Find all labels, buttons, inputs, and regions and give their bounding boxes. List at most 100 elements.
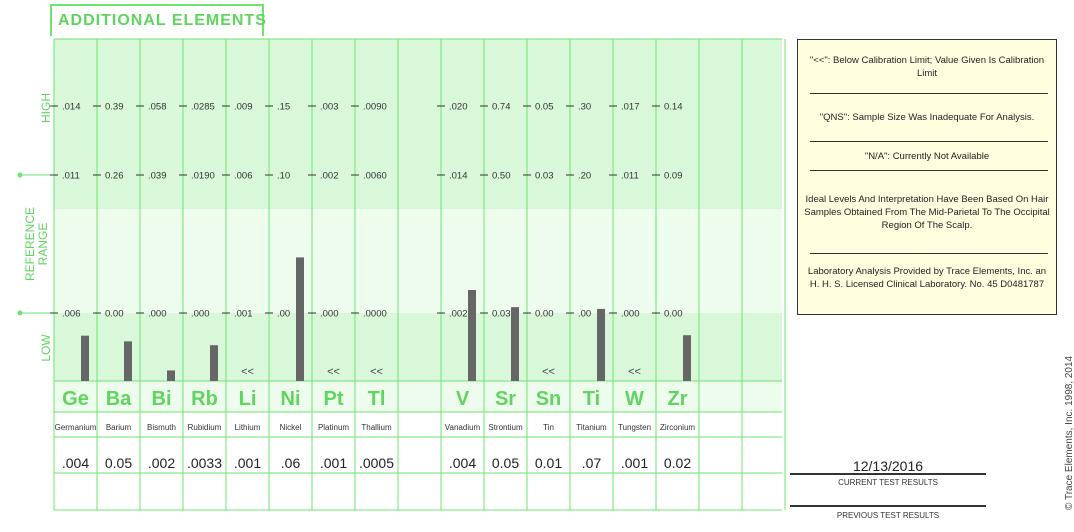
- scale-upper-reference-label: .039: [148, 171, 167, 182]
- scale-upper-reference-label: .20: [578, 171, 591, 182]
- element-name: Titanium: [576, 423, 607, 432]
- result-value: .004: [449, 455, 476, 471]
- note-qns: "QNS": Sample Size Was Inadequate For An…: [819, 112, 1035, 123]
- result-value: 0.02: [664, 455, 691, 471]
- axis-label-low: LOW: [39, 334, 53, 362]
- previous-results-label: PREVIOUS TEST RESULTS: [836, 511, 940, 520]
- result-value: .0033: [187, 455, 222, 471]
- result-bar: [468, 290, 476, 381]
- note-laboratory: Laboratory Analysis Provided by Trace El…: [807, 266, 1047, 290]
- result-bar: [683, 335, 691, 381]
- scale-high-label: .009: [234, 102, 253, 113]
- title-tab: [50, 4, 264, 36]
- axis-label-high: HIGH: [39, 93, 53, 123]
- axis-label-range: RANGE: [36, 223, 50, 266]
- reference-upper-marker: [17, 172, 23, 178]
- element-symbol: Ba: [106, 388, 132, 410]
- scale-upper-reference-label: 0.50: [492, 171, 511, 182]
- element-name: Tin: [543, 423, 554, 432]
- scale-upper-reference-label: .011: [62, 171, 80, 182]
- element-name: Nickel: [280, 423, 302, 432]
- element-name: Bismuth: [147, 423, 176, 432]
- scale-high-label: .017: [621, 102, 640, 113]
- element-symbol: V: [456, 388, 470, 410]
- note-divider: [810, 170, 1048, 171]
- scale-high-label: 0.05: [535, 102, 554, 113]
- below-limit-marker: <<: [327, 366, 340, 378]
- below-limit-marker: <<: [370, 366, 383, 378]
- below-limit-marker: <<: [628, 366, 641, 378]
- scale-upper-reference-label: .014: [449, 171, 468, 182]
- result-bar: [124, 341, 132, 381]
- scale-high-label: .020: [449, 102, 468, 113]
- scale-lower-reference-label: .000: [621, 309, 640, 320]
- axis-label-reference: REFERENCE: [23, 207, 37, 281]
- scale-lower-reference-label: .00: [277, 309, 290, 320]
- element-symbol: Bi: [152, 388, 172, 410]
- note-divider: [810, 253, 1048, 254]
- scale-upper-reference-label: .002: [320, 171, 339, 182]
- reference-lower-marker: [17, 310, 23, 316]
- result-value: .002: [148, 455, 175, 471]
- scale-upper-reference-label: .0060: [363, 171, 387, 182]
- band-low: [54, 313, 782, 381]
- notes-panel: "<<": Below Calibration Limit; Value Giv…: [797, 39, 1057, 315]
- scale-high-label: .15: [277, 102, 290, 113]
- scale-high-label: .30: [578, 102, 591, 113]
- result-value: 0.01: [535, 455, 562, 471]
- result-value: .07: [582, 455, 602, 471]
- current-result-date: 12/13/2016: [852, 458, 924, 474]
- element-name: Strontium: [488, 423, 523, 432]
- previous-result-line: [790, 505, 986, 507]
- result-value: .0005: [359, 455, 394, 471]
- note-ideal-levels: Ideal Levels And Interpretation Have Bee…: [804, 194, 1050, 231]
- note-divider: [810, 141, 1048, 142]
- result-value: .001: [234, 455, 261, 471]
- scale-high-label: 0.14: [664, 102, 683, 113]
- scale-upper-reference-label: .011: [621, 171, 639, 182]
- element-symbol: Rb: [191, 388, 218, 410]
- element-name: Platinum: [318, 423, 349, 432]
- scale-high-label: .0090: [363, 102, 387, 113]
- below-limit-marker: <<: [241, 366, 254, 378]
- element-name: Lithium: [235, 423, 261, 432]
- element-name: Tungsten: [618, 423, 651, 432]
- scale-lower-reference-label: .00: [578, 309, 591, 320]
- element-name: Thallium: [361, 423, 392, 432]
- note-calibration: "<<": Below Calibration Limit; Value Giv…: [809, 55, 1045, 79]
- result-value: .004: [62, 455, 89, 471]
- chart-title: ADDITIONAL ELEMENTS: [58, 12, 267, 29]
- scale-lower-reference-label: 0.03: [492, 309, 511, 320]
- scale-lower-reference-label: 0.00: [105, 309, 124, 320]
- element-symbol: Sr: [495, 388, 516, 410]
- result-value: 0.05: [492, 455, 519, 471]
- scale-upper-reference-label: .006: [234, 171, 253, 182]
- band-high: [54, 39, 782, 175]
- result-bar: [597, 308, 605, 381]
- scale-high-label: .014: [62, 102, 81, 113]
- note-na: "N/A": Currently Not Available: [864, 151, 990, 162]
- scale-high-label: 0.39: [105, 102, 124, 113]
- element-name: Zirconium: [660, 423, 695, 432]
- element-symbol: Li: [239, 388, 257, 410]
- scale-high-label: .003: [320, 102, 339, 113]
- scale-high-label: .058: [148, 102, 167, 113]
- element-symbol: Tl: [368, 388, 386, 410]
- element-symbol: Ti: [583, 388, 600, 410]
- element-symbol: Sn: [536, 388, 562, 410]
- element-name: Rubidium: [188, 423, 222, 432]
- scale-upper-reference-label: 0.26: [105, 171, 124, 182]
- scale-lower-reference-label: .000: [320, 309, 339, 320]
- element-symbol: Zr: [668, 388, 688, 410]
- scale-lower-reference-label: 0.00: [535, 309, 554, 320]
- current-results-label: CURRENT TEST RESULTS: [838, 478, 938, 487]
- element-name: Barium: [106, 423, 132, 432]
- scale-lower-reference-label: .000: [191, 309, 210, 320]
- band-reference: [54, 209, 782, 313]
- scale-upper-reference-label: 0.09: [664, 171, 683, 182]
- scale-upper-reference-label: .0190: [191, 171, 215, 182]
- result-bar: [296, 257, 304, 381]
- result-value: .06: [281, 455, 301, 471]
- element-symbol: Ni: [281, 388, 301, 410]
- scale-lower-reference-label: 0.00: [664, 309, 683, 320]
